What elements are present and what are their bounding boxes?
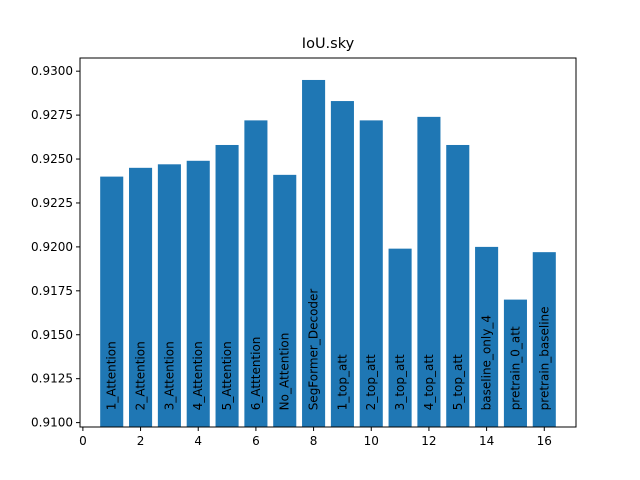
x-tick-label: 6 [252, 434, 260, 448]
bar-label: 6_Atttention [249, 337, 263, 411]
bar-pretrain_baseline [532, 252, 556, 427]
bar-1_Attention [100, 176, 124, 427]
x-tick-label: 4 [194, 434, 202, 448]
bar-label: baseline_only_4 [480, 315, 494, 410]
x-tick-label: 10 [364, 434, 379, 448]
bar-5_Attention [215, 144, 239, 427]
bar-2_Attention [129, 167, 153, 428]
bar-label: 3_top_att [393, 354, 407, 410]
bar-labels-group: 1_Attention 2_Attention 3_Attention 4_Atten… [105, 289, 552, 411]
bar-6_Atttention [244, 120, 268, 427]
x-tick-label: 16 [537, 434, 552, 448]
bar-baseline_only_4 [475, 246, 499, 427]
x-axis: 0 2 4 6 8 10 12 14 16 [79, 427, 552, 448]
plot-area-frame [79, 57, 577, 428]
bars-group [100, 79, 556, 428]
y-tick-label: 0.9175 [31, 284, 73, 298]
bar-label: SegFormer_Decoder [307, 289, 321, 411]
y-tick-label: 0.9250 [31, 152, 73, 166]
bar-SegFormer_Decoder [302, 79, 326, 427]
bar-2_top_att [359, 120, 383, 427]
y-tick-label: 0.9225 [31, 196, 73, 210]
x-tick-label: 8 [310, 434, 318, 448]
x-tick-label: 2 [137, 434, 145, 448]
bar-3_Attention [157, 164, 181, 428]
bar-label: 2_Attention [134, 341, 148, 410]
x-tick-label: 12 [421, 434, 436, 448]
bar-label: 5_top_att [451, 354, 465, 410]
x-tick-label: 0 [79, 434, 87, 448]
y-tick-label: 0.9100 [31, 416, 73, 430]
bar-label: 1_Attention [105, 341, 119, 410]
bar-5_top_att [446, 144, 470, 427]
bar-label: 4_top_att [422, 354, 436, 410]
x-tick-label: 14 [479, 434, 494, 448]
y-tick-label: 0.9275 [31, 108, 73, 122]
bar-label: pretrain_0_att [508, 326, 522, 410]
bar-pretrain_0_att [503, 299, 527, 427]
bar-No_Attention [273, 174, 297, 427]
y-tick-label: 0.9150 [31, 328, 73, 342]
bar-3_top_att [388, 248, 412, 427]
y-tick-label: 0.9300 [31, 64, 73, 78]
bar-4_top_att [417, 116, 441, 427]
bar-label: 4_Attention [191, 341, 205, 410]
bar-label: 2_top_att [364, 354, 378, 410]
y-tick-label: 0.9200 [31, 240, 73, 254]
bar-label: 3_Attention [162, 341, 176, 410]
bar-label: pretrain_baseline [537, 306, 551, 410]
y-tick-label: 0.9125 [31, 372, 73, 386]
bar-4_Attention [186, 160, 210, 428]
y-axis: 0.9100 0.9125 0.9150 0.9175 0.9200 0.9225 0.92… [31, 64, 80, 430]
bar-label: 5_Attention [220, 341, 234, 410]
chart-title: IoU.sky [302, 36, 355, 52]
bar-label: No_Attention [278, 333, 292, 411]
bar-1_top_att [330, 101, 354, 428]
bar-label: 1_top_att [335, 354, 349, 410]
